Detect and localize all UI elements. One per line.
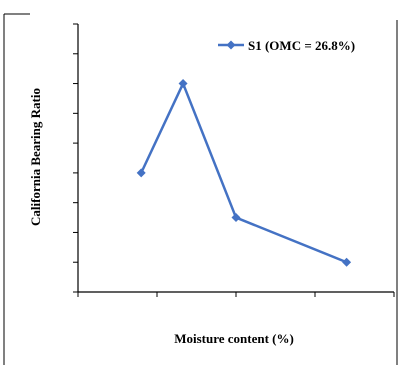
data-point-marker xyxy=(231,213,241,223)
x-axis-label: Moisture content (%) xyxy=(174,331,294,346)
data-point-marker xyxy=(136,168,146,178)
data-point-marker xyxy=(178,79,188,89)
y-axis-label: California Bearing Ratio xyxy=(28,88,43,226)
axes xyxy=(77,24,394,293)
series-line xyxy=(140,82,348,264)
legend: S1 (OMC = 26.8%) xyxy=(218,38,355,53)
legend-marker xyxy=(226,40,236,50)
series-layer xyxy=(136,79,352,267)
ticks xyxy=(73,23,395,297)
legend-label: S1 (OMC = 26.8%) xyxy=(248,38,355,53)
data-point-marker xyxy=(342,257,352,267)
